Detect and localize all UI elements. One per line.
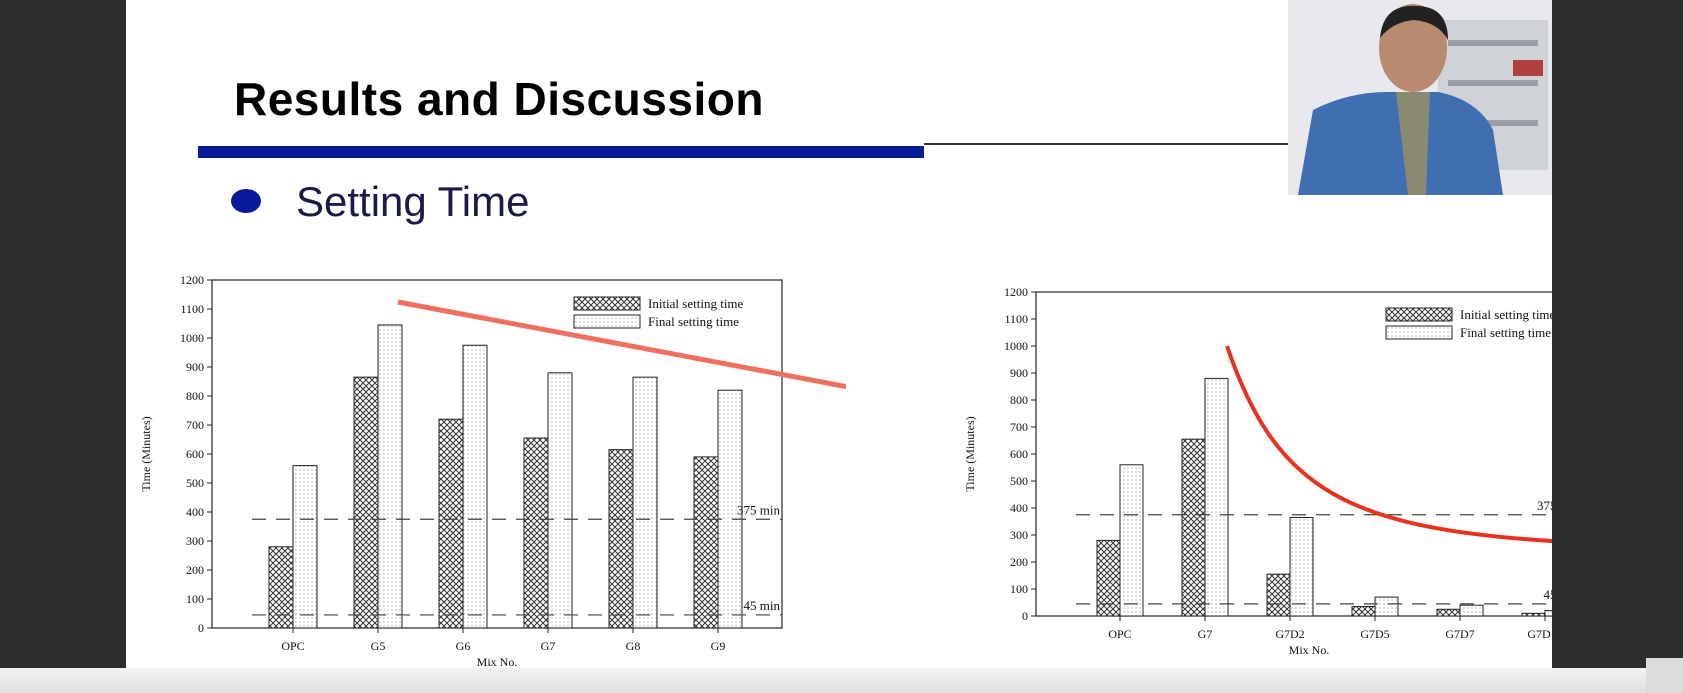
- reference-line-label: 375 min: [737, 502, 780, 517]
- legend-label: Final setting time: [648, 314, 739, 329]
- bar-G7D10-initial: [1521, 612, 1546, 617]
- trend-arrow: [397, 299, 846, 390]
- bar-OPC-initial: [268, 546, 294, 629]
- legend-swatch: [1385, 307, 1453, 322]
- y-tick-label: 1000: [180, 331, 204, 345]
- y-tick-label: 1200: [1004, 285, 1028, 299]
- x-tick-label: G7D7: [1445, 627, 1474, 641]
- bar-G6-final: [462, 344, 488, 629]
- title-underline-bar: [198, 146, 924, 158]
- y-tick-label: 800: [186, 389, 204, 403]
- bar-G7-final: [547, 372, 573, 629]
- presenter-video-icon: [1288, 0, 1552, 195]
- y-axis-label: Time (Minutes): [139, 416, 153, 491]
- y-tick-label: 300: [1010, 528, 1028, 542]
- bar-G7-final: [1204, 377, 1229, 617]
- corner-control: [1646, 658, 1683, 693]
- y-tick-label: 0: [1022, 609, 1028, 623]
- trend-arrow-curve: [1225, 345, 1552, 544]
- bar-OPC-final: [1119, 464, 1144, 617]
- bar-G8-initial: [608, 449, 634, 629]
- y-tick-label: 1000: [1004, 339, 1028, 353]
- bar-G5-initial: [353, 376, 379, 629]
- bar-G7D7-initial: [1436, 608, 1461, 617]
- bar-OPC-final: [292, 465, 318, 629]
- bottom-bar: [0, 668, 1683, 693]
- y-tick-label: 100: [1010, 582, 1028, 596]
- x-tick-label: G7: [541, 639, 556, 653]
- y-tick-label: 100: [186, 592, 204, 606]
- x-tick-label: OPC: [281, 639, 304, 653]
- y-tick-label: 500: [1010, 474, 1028, 488]
- x-tick-label: G7: [1198, 627, 1213, 641]
- bar-OPC-initial: [1096, 539, 1121, 617]
- y-tick-label: 300: [186, 534, 204, 548]
- reference-line-label: 45 min: [744, 598, 781, 613]
- trend-arrow: [1225, 345, 1552, 544]
- slide-subtitle: Setting Time: [296, 178, 530, 225]
- legend-label: Initial setting time: [1460, 307, 1552, 322]
- x-tick-label: G7D10: [1527, 627, 1552, 641]
- bar-G7D2-final: [1289, 516, 1314, 617]
- x-tick-label: G9: [711, 639, 726, 653]
- x-tick-label: G6: [456, 639, 471, 653]
- y-tick-label: 1200: [180, 273, 204, 287]
- bar-G9-final: [717, 389, 743, 629]
- x-tick-label: G8: [626, 639, 641, 653]
- reference-line-label: 375 min: [1537, 498, 1552, 513]
- x-tick-label: G7D5: [1360, 627, 1389, 641]
- y-tick-label: 700: [186, 418, 204, 432]
- y-tick-label: 200: [1010, 555, 1028, 569]
- legend-label: Final setting time: [1460, 325, 1551, 340]
- x-tick-label: OPC: [1108, 627, 1131, 641]
- bar-G7D5-final: [1374, 596, 1399, 617]
- bar-G7D10-final: [1544, 610, 1552, 617]
- title-underline-thin: [924, 143, 1414, 145]
- y-tick-label: 700: [1010, 420, 1028, 434]
- y-tick-label: 600: [186, 447, 204, 461]
- legend-swatch: [1385, 325, 1453, 340]
- x-tick-label: G7D2: [1275, 627, 1304, 641]
- trend-arrow-shaft: [397, 299, 846, 390]
- chart-left: 0 100 200 300 400 500 600 700 800 900 1000 1100 1200…: [139, 273, 846, 669]
- bullet-icon: [231, 189, 261, 213]
- legend-swatch: [573, 296, 641, 311]
- y-tick-label: 400: [186, 505, 204, 519]
- legend-swatch: [573, 314, 641, 329]
- x-axis-label: Mix No.: [477, 655, 518, 669]
- legend-label: Initial setting time: [648, 296, 744, 311]
- y-tick-label: 500: [186, 476, 204, 490]
- bar-G8-final: [632, 376, 658, 629]
- y-tick-label: 800: [1010, 393, 1028, 407]
- bar-G7-initial: [523, 437, 549, 629]
- y-tick-label: 600: [1010, 447, 1028, 461]
- y-axis-label: Time (Minutes): [963, 416, 977, 491]
- y-tick-label: 900: [186, 360, 204, 374]
- y-tick-label: 1100: [180, 302, 204, 316]
- bar-G7D2-initial: [1266, 573, 1291, 617]
- x-axis-label: Mix No.: [1289, 643, 1330, 657]
- y-tick-label: 200: [186, 563, 204, 577]
- y-tick-label: 400: [1010, 501, 1028, 515]
- y-tick-label: 0: [198, 621, 204, 635]
- chart-right: 0 100 200 300 400 500 600 700 800 900 1000 1100 1200…: [963, 285, 1552, 657]
- bar-G9-initial: [693, 456, 719, 629]
- bar-G6-initial: [438, 418, 464, 629]
- x-tick-label: G5: [371, 639, 386, 653]
- bar-G7D5-initial: [1351, 606, 1376, 617]
- webcam-video-feed: [1288, 0, 1552, 195]
- bar-G7D7-final: [1459, 604, 1484, 617]
- slide-title: Results and Discussion: [234, 73, 764, 125]
- y-tick-label: 900: [1010, 366, 1028, 380]
- bar-G5-final: [377, 324, 403, 629]
- y-tick-label: 1100: [1004, 312, 1028, 326]
- bar-G7-initial: [1181, 438, 1206, 617]
- reference-line-label: 45 min: [1544, 587, 1552, 602]
